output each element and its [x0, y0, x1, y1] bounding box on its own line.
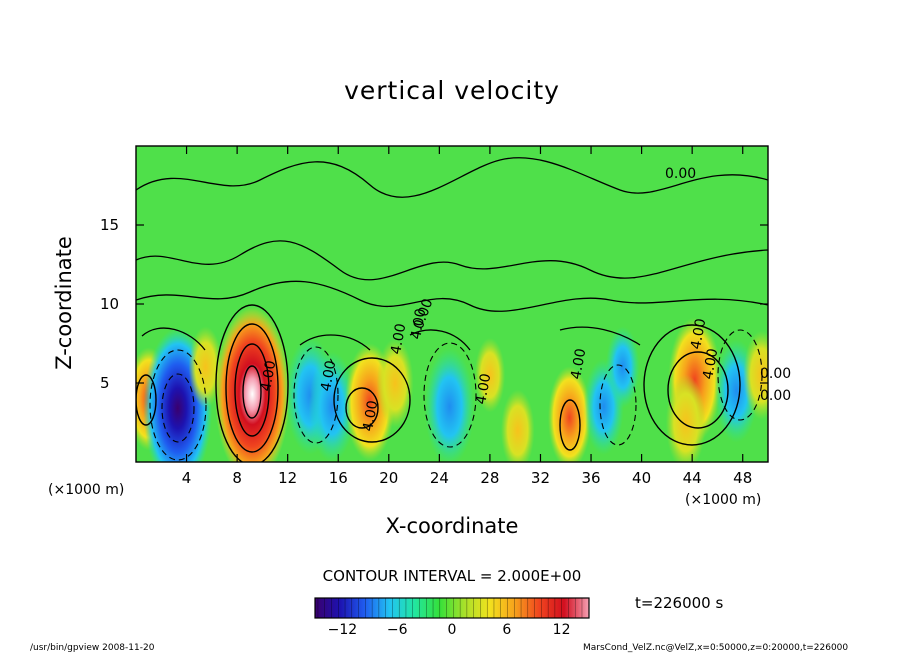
- footer-program-date: /usr/bin/gpview 2008-11-20: [30, 643, 155, 653]
- time-label: t=226000 s: [635, 594, 724, 612]
- footer-source: MarsCond_VelZ.nc@VelZ,x=0:50000,z=0:2000…: [583, 643, 849, 653]
- colorbar-tick-label: 6: [502, 622, 512, 638]
- field-cell-17: [743, 330, 768, 420]
- x-tick-label: 28: [480, 469, 500, 487]
- contour-label: 4.00: [258, 359, 279, 392]
- field-cell-8: [424, 347, 475, 462]
- positive-contours: [136, 304, 741, 462]
- colorbar-tick-label: 0: [447, 622, 457, 638]
- x-tick-marks: [185, 146, 744, 462]
- x-tick-label: 32: [530, 469, 551, 487]
- x-tick-label: 8: [232, 469, 242, 487]
- field-cell-9: [474, 337, 506, 413]
- contour-labels: 0.000.004.00 4.004.004.004.004.004.004.00…: [258, 166, 791, 433]
- contour-label: 4.00: [388, 322, 409, 355]
- chart-title: vertical velocity: [344, 76, 560, 105]
- contour-label: 4.00: [318, 359, 339, 392]
- x-unit-label-left: (×1000 m): [48, 482, 125, 498]
- x-axis-label: X-coordinate: [385, 514, 519, 538]
- contour-label: 4.00: [688, 317, 709, 350]
- x-tick-label: 24: [429, 469, 449, 487]
- x-tick-label: 4: [181, 469, 192, 487]
- contour-label: 0.00: [665, 166, 696, 182]
- colorbar-tick-label: 12: [552, 622, 571, 638]
- contour-label: 4.00: [408, 307, 429, 340]
- contour-label: 0.00: [760, 388, 791, 404]
- y-axis-label: Z-coordinate: [52, 236, 76, 370]
- colorbar-segments: [315, 598, 589, 618]
- contour-interval-text: CONTOUR INTERVAL = 2.000E+00: [322, 567, 582, 585]
- colorbar-tick-label: −6: [386, 622, 408, 638]
- x-tick-label: 20: [379, 469, 399, 487]
- x-tick-label: 36: [581, 469, 601, 487]
- x-tick-label: 16: [328, 469, 348, 487]
- colorbar-tick-label: −12: [327, 622, 358, 638]
- contour-label: 0.00: [760, 366, 791, 382]
- contour-lines: [136, 157, 768, 351]
- field-cell-11: [547, 366, 592, 462]
- field-layer: [136, 306, 768, 462]
- x-tick-label: 40: [632, 469, 652, 487]
- colorbar-frame: [314, 597, 590, 619]
- x-tick-label: 48: [733, 469, 753, 487]
- field-cell-10: [500, 389, 535, 462]
- x-unit-label-right: (×1000 m): [685, 492, 762, 508]
- contour-label: 4.00: [473, 372, 494, 405]
- y-tick-label: 5: [100, 374, 110, 392]
- negative-contours: [149, 329, 763, 461]
- field-cell-2: [188, 326, 223, 409]
- contour-label: 4.00: [700, 347, 721, 380]
- x-tick-label: 12: [278, 469, 298, 487]
- y-tick-marks: [136, 224, 768, 384]
- field-cell-13: [605, 326, 640, 409]
- contour-label: 4.00: [568, 347, 589, 380]
- x-tick-label: 44: [682, 469, 702, 487]
- contour-label: 4.00: [360, 399, 381, 432]
- field-cell-15: [665, 374, 706, 462]
- field-cell-5: [308, 351, 356, 462]
- y-tick-label: 15: [100, 216, 120, 234]
- y-tick-label: 10: [100, 295, 120, 313]
